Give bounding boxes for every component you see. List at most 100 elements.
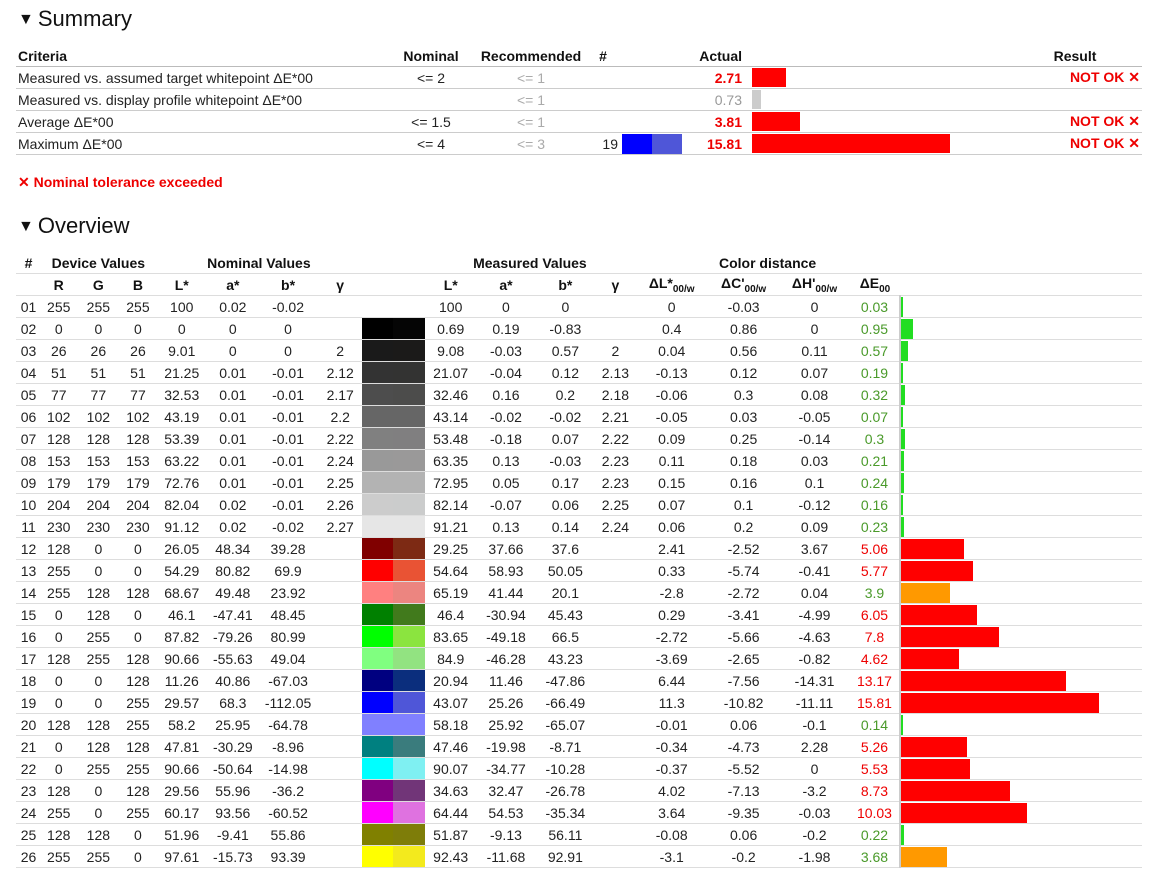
cell-a: 55.96	[207, 779, 258, 802]
cell-mgamma	[595, 845, 636, 868]
cell-bb: 48.45	[257, 603, 319, 626]
cell-r: 0	[41, 625, 77, 648]
cell-dC: -2.72	[708, 581, 780, 604]
delta-e-value: 0.57	[849, 339, 900, 362]
cell-mL: 21.07	[424, 361, 477, 384]
cell-b: 0	[120, 537, 156, 560]
collapse-triangle-icon[interactable]: ▼	[18, 11, 34, 28]
measured-color-swatch	[393, 560, 425, 581]
nominal-color-swatch	[362, 538, 394, 559]
cell-b: 230	[120, 515, 156, 538]
cell-b: 255	[120, 691, 156, 714]
cell-gamma	[318, 537, 363, 560]
cell-L: 47.81	[155, 735, 208, 758]
measured-swatch-cell	[393, 515, 425, 538]
cell-bb: -67.03	[257, 669, 319, 692]
overview-title: Overview	[37, 213, 130, 238]
cell-dC: -3.41	[708, 603, 780, 626]
cell-b: 255	[120, 713, 156, 736]
cell-mgamma: 2.22	[595, 427, 636, 450]
cell-b: 204	[120, 493, 156, 516]
header-recommended: Recommended	[476, 45, 586, 67]
overview-row: 08 153 153 153 63.22 0.01 -0.01 2.24 63.35 0.13 -0…	[16, 449, 1142, 472]
cell-mgamma: 2.23	[595, 449, 636, 472]
cell-bb: -112.05	[257, 691, 319, 714]
overview-row: 03 26 26 26 9.01 0 0 2 9.08 -0.03 0.57 2 0.04 0.56 0.1…	[16, 339, 1142, 362]
actual-bar	[752, 68, 786, 87]
cell-gamma: 2.22	[318, 427, 363, 450]
measured-color-swatch	[393, 692, 425, 713]
actual-bar	[752, 112, 800, 131]
cell-dH: 0.07	[779, 361, 850, 384]
measured-swatch-cell	[393, 713, 425, 736]
cell-mgamma: 2.25	[595, 493, 636, 516]
recommended-cell: <= 1	[476, 66, 586, 89]
overview-heading[interactable]: ▼ Overview	[18, 213, 130, 239]
cell-mgamma	[595, 537, 636, 560]
cell-bb: 55.86	[257, 823, 319, 846]
col-delta-L: ΔL*00/w	[635, 273, 709, 296]
summary-title: Summary	[37, 6, 132, 31]
measured-color-swatch	[393, 340, 425, 361]
delta-e-value: 0.95	[849, 317, 900, 340]
cell-gamma	[318, 317, 363, 340]
cell-mL: 100	[424, 295, 477, 318]
delta-e-bar	[900, 340, 908, 361]
cell-dC: -5.66	[708, 625, 780, 648]
cell-dH: 0.09	[779, 515, 850, 538]
cell-a: -47.41	[207, 603, 258, 626]
delta-e-bar	[900, 604, 977, 625]
delta-e-bar	[900, 626, 999, 647]
cell-L: 29.57	[155, 691, 208, 714]
nominal-color-swatch	[362, 318, 394, 339]
cell-L: 26.05	[155, 537, 208, 560]
cell-L: 9.01	[155, 339, 208, 362]
cell-g: 128	[76, 581, 121, 604]
cell-mgamma: 2	[595, 339, 636, 362]
col-nominal-gamma: γ	[318, 273, 363, 296]
actual-cell: 15.81	[680, 132, 744, 155]
overview-row: 04 51 51 51 21.25 0.01 -0.01 2.12 21.07 -0.04 0.12…	[16, 361, 1142, 384]
measured-swatch-cell	[393, 317, 425, 340]
cell-g: 0	[76, 691, 121, 714]
cell-bb: 69.9	[257, 559, 319, 582]
cell-bb: 80.99	[257, 625, 319, 648]
delta-e-bar-cell	[898, 757, 1142, 780]
cell-bb: -60.52	[257, 801, 319, 824]
nominal-swatch-cell	[362, 361, 394, 384]
delta-e-bar-cell	[898, 691, 1142, 714]
delta-L-label: ΔL*	[648, 274, 673, 291]
header-criteria: Criteria	[16, 45, 386, 67]
delta-e-bar-cell	[898, 427, 1142, 450]
nominal-color-swatch	[362, 626, 394, 647]
cell-b: 128	[120, 427, 156, 450]
summary-heading[interactable]: ▼ Summary	[18, 6, 132, 32]
cell-mb: 37.6	[535, 537, 596, 560]
nominal-color-swatch	[362, 296, 394, 317]
header-count: #	[586, 45, 620, 67]
delta-e-bar-cell	[898, 493, 1142, 516]
delta-e-bar	[900, 736, 967, 757]
delta-e-value: 6.05	[849, 603, 900, 626]
overview-row: 10 204 204 204 82.04 0.02 -0.01 2.26 82.14 -0.07 0…	[16, 493, 1142, 516]
delta-e-bar	[900, 450, 904, 471]
cell-a: 0.01	[207, 361, 258, 384]
cell-mL: 43.07	[424, 691, 477, 714]
cell-a: 0.01	[207, 471, 258, 494]
cell-dC: 0.86	[708, 317, 780, 340]
cell-dH: 0	[779, 757, 850, 780]
row-number: 26	[16, 845, 42, 868]
cell-dL: 0.06	[635, 515, 709, 538]
measured-swatch-cell	[393, 779, 425, 802]
cell-dC: 0.25	[708, 427, 780, 450]
collapse-triangle-icon[interactable]: ▼	[18, 218, 34, 235]
delta-e-bar	[900, 560, 973, 581]
measured-color-swatch	[393, 714, 425, 735]
delta-e-bar-cell	[898, 779, 1142, 802]
cell-dL: -3.1	[635, 845, 709, 868]
delta-e-value: 15.81	[849, 691, 900, 714]
cell-a: -50.64	[207, 757, 258, 780]
delta-e-value: 7.8	[849, 625, 900, 648]
delta-e-bar-cell	[898, 339, 1142, 362]
cell-a: 0.02	[207, 515, 258, 538]
